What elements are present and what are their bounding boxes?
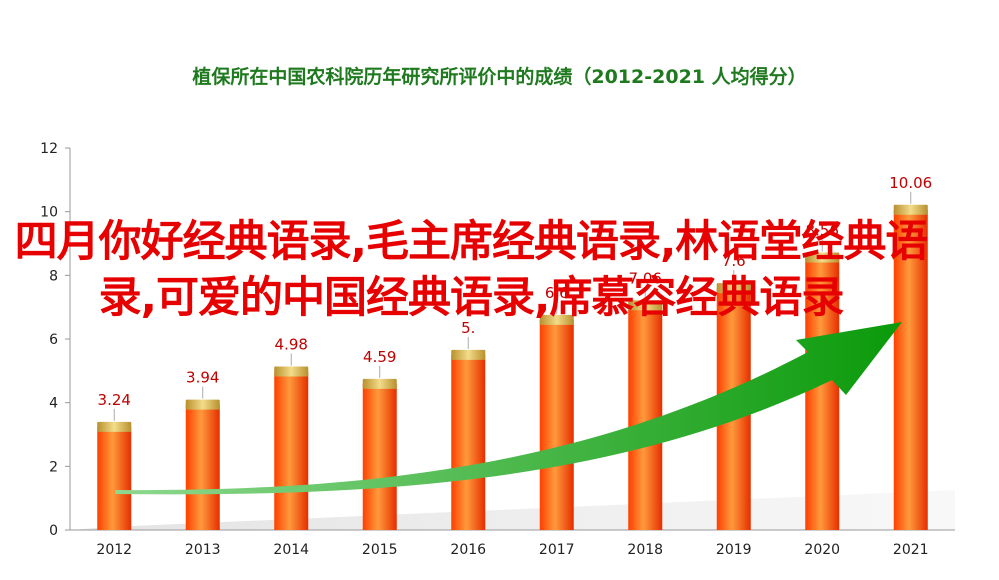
- data-label: 4.98: [275, 335, 308, 353]
- bar-cap: [451, 349, 486, 360]
- x-tick-label: 2021: [893, 542, 929, 558]
- x-tick-label: 2012: [96, 542, 132, 558]
- bar-cap: [274, 366, 309, 377]
- bar-cap: [185, 399, 220, 410]
- x-tick-label: 2020: [804, 542, 840, 558]
- bar-cap: [805, 252, 840, 263]
- y-tick-label: 8: [49, 268, 58, 284]
- data-label: 8.56: [806, 222, 839, 240]
- bar: [97, 426, 132, 530]
- y-tick-label: 4: [49, 396, 58, 412]
- y-tick-label: 12: [40, 141, 58, 157]
- x-tick-label: 2017: [539, 542, 575, 558]
- y-tick-label: 0: [49, 523, 58, 539]
- bar-cap: [362, 378, 397, 389]
- bar: [451, 354, 486, 530]
- bar: [362, 383, 397, 530]
- y-tick-label: 10: [40, 205, 58, 221]
- data-label: 4.59: [363, 348, 396, 366]
- bar-cap: [893, 204, 928, 215]
- bar: [274, 371, 309, 530]
- bar-cap: [628, 300, 663, 311]
- data-label: 10.06: [889, 174, 932, 192]
- x-tick-label: 2014: [273, 542, 309, 558]
- bar-cap: [716, 283, 751, 294]
- x-tick-label: 2015: [362, 542, 398, 558]
- bar: [628, 305, 663, 530]
- data-label: 7.6: [722, 252, 746, 270]
- bar: [539, 319, 574, 530]
- data-label: 5.: [461, 319, 475, 337]
- y-tick-label: 2: [49, 459, 58, 475]
- chart-title: 植保所在中国农科院历年研究所评价中的成绩（2012-2021 人均得分）: [192, 66, 807, 88]
- overlay-watermark-text: 四月你好经典语录,毛主席经典语录,林语堂经典语录,可爱的中国经典语录,席慕容经典…: [14, 217, 929, 323]
- bar: [185, 404, 220, 530]
- x-tick-label: 2019: [716, 542, 752, 558]
- x-tick-label: 2018: [627, 542, 663, 558]
- data-label: 6.6: [545, 284, 569, 302]
- y-tick-label: 6: [49, 332, 58, 348]
- trend-arrow: [115, 322, 902, 495]
- x-tick-label: 2016: [450, 542, 486, 558]
- x-tick-label: 2013: [185, 542, 221, 558]
- data-label: 3.94: [186, 369, 219, 387]
- bar: [805, 257, 840, 530]
- bar-cap: [539, 314, 574, 325]
- bar-cap: [97, 421, 132, 432]
- data-label: 3.24: [98, 391, 131, 409]
- bar: [893, 209, 928, 531]
- data-label: 7.06: [629, 269, 662, 287]
